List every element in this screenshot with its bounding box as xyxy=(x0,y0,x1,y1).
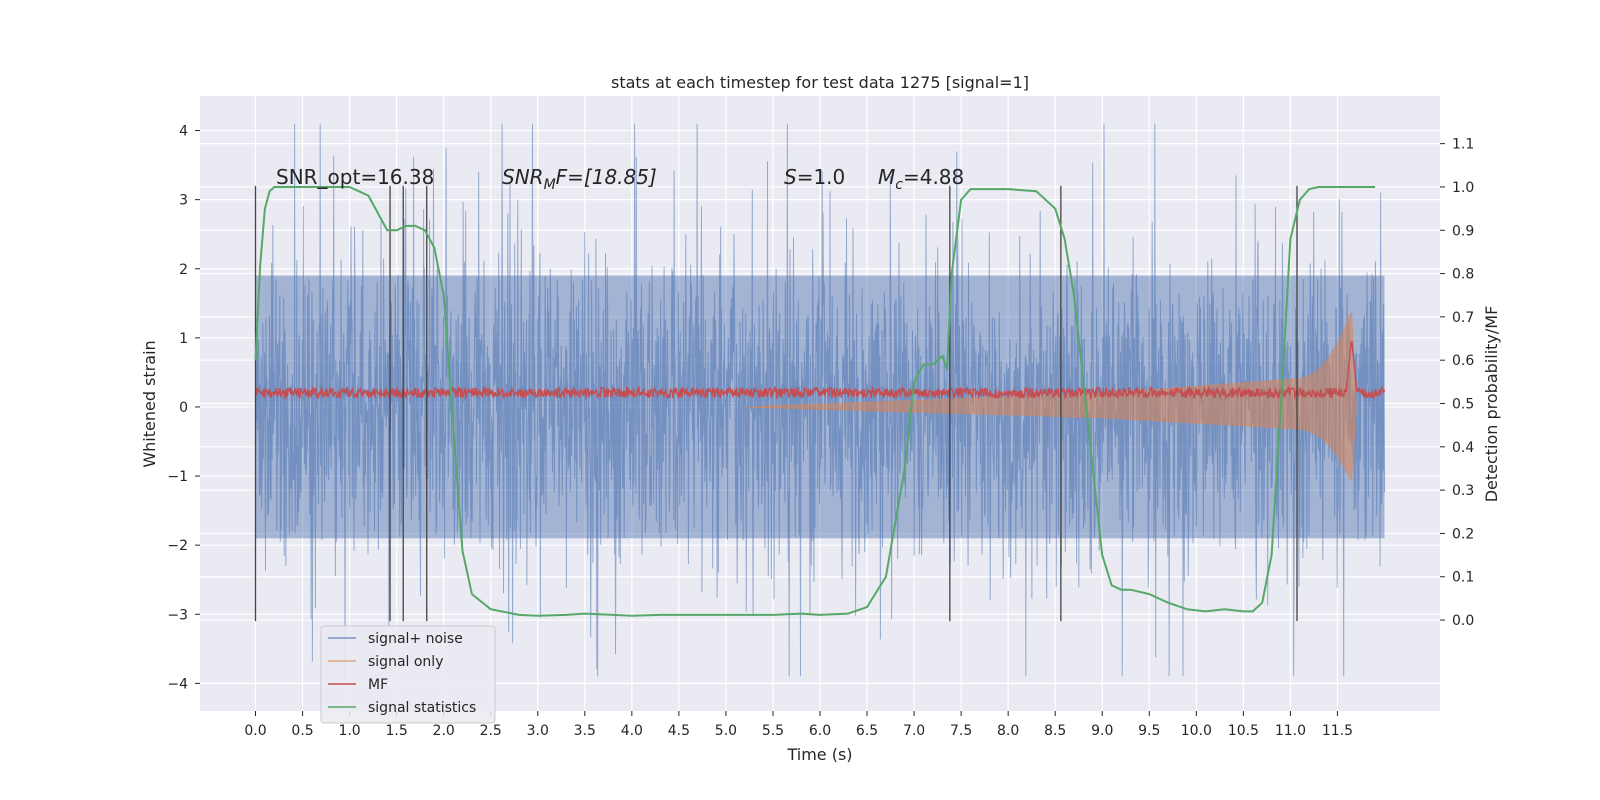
annotation-snr-mf: SNRMF=[18.85] xyxy=(502,165,657,193)
y-tick-label: −2 xyxy=(167,538,188,554)
series-signal-statistics xyxy=(254,186,1376,617)
y2-tick-label: 0.6 xyxy=(1452,353,1474,369)
y-axis-label: Whitened strain xyxy=(140,340,159,467)
x-tick-label: 6.0 xyxy=(809,723,831,739)
signal-noise-trace xyxy=(255,123,1385,677)
annotation-snr-opt: SNR_opt=16.38 xyxy=(276,165,434,189)
chart-title: stats at each timestep for test data 127… xyxy=(611,73,1029,92)
y2-tick-label: 0.2 xyxy=(1452,526,1474,542)
y-tick-label: 3 xyxy=(179,193,188,209)
x-tick-label: 8.0 xyxy=(997,723,1019,739)
y-tick-label: −3 xyxy=(167,607,188,623)
y2-axis-ticks: 1.1 1.0 0.9 0.8 0.7 0.6 0.5 0.4 0.3 0.2 0.1 0.0 xyxy=(1440,137,1474,629)
series-mf xyxy=(254,341,1386,401)
x-tick-label: 1.0 xyxy=(338,723,360,739)
x-tick-label: 1.5 xyxy=(385,723,407,739)
annotation-snr-mf-rest: F=[18.85] xyxy=(556,165,657,189)
x-axis-label: Time (s) xyxy=(786,745,852,764)
x-tick-label: 9.0 xyxy=(1091,723,1113,739)
y2-tick-label: 1.0 xyxy=(1452,180,1474,196)
x-tick-label: 11.0 xyxy=(1275,723,1306,739)
y2-tick-label: 0.7 xyxy=(1452,310,1474,326)
event-markers xyxy=(254,185,1298,622)
annotation-mc-symbol: M xyxy=(878,165,895,189)
series-signal-only xyxy=(744,311,1357,482)
annotation-mc: Mc=4.88 xyxy=(878,165,964,193)
legend-box xyxy=(320,625,496,724)
y-tick-label: 1 xyxy=(179,331,188,347)
y2-tick-label: 0.3 xyxy=(1452,483,1474,499)
y-tick-label: 4 xyxy=(179,124,188,140)
x-tick-label: 2.0 xyxy=(433,723,455,739)
y-tick-label: −4 xyxy=(167,676,188,692)
x-tick-label: 5.5 xyxy=(762,723,784,739)
y-tick-label: 2 xyxy=(179,262,188,278)
x-tick-label: 2.5 xyxy=(480,723,502,739)
y2-tick-label: 0.1 xyxy=(1452,570,1474,586)
annotation-mc-sub: c xyxy=(895,177,903,193)
annotation-s-symbol: S xyxy=(784,165,797,189)
y2-tick-label: 0.5 xyxy=(1452,397,1474,413)
x-tick-label: 10.5 xyxy=(1228,723,1259,739)
y2-axis-label: Detection probability/MF xyxy=(1482,306,1501,503)
x-tick-label: 7.0 xyxy=(903,723,925,739)
x-tick-label: 7.5 xyxy=(950,723,972,739)
y2-tick-label: 0.8 xyxy=(1452,267,1474,283)
legend-label-signal-statistics: signal statistics xyxy=(368,700,476,716)
annotation-snr-mf-main: SNR xyxy=(502,165,544,189)
x-tick-label: 6.5 xyxy=(856,723,878,739)
annotation-s: S=1.0 xyxy=(784,165,845,189)
annotation-mc-rest: =4.88 xyxy=(903,165,964,189)
annotation-snr-mf-sub: M xyxy=(544,177,556,193)
y2-tick-label: 0.9 xyxy=(1452,223,1474,239)
legend-label-signal-noise: signal+ noise xyxy=(368,631,463,647)
x-axis-ticks: 0.0 0.5 1.0 1.5 2.0 2.5 3.0 3.5 4.0 4.5 5.0 5.5 6.0 6… xyxy=(244,711,1353,739)
legend-label-signal-only: signal only xyxy=(368,654,443,670)
y2-tick-label: 0.0 xyxy=(1452,613,1474,629)
x-tick-label: 0.5 xyxy=(291,723,313,739)
x-tick-label: 3.0 xyxy=(527,723,549,739)
x-tick-label: 8.5 xyxy=(1044,723,1066,739)
x-tick-label: 4.0 xyxy=(621,723,643,739)
mf-trace xyxy=(254,341,1386,401)
y-tick-label: 0 xyxy=(179,400,188,416)
y2-tick-label: 1.1 xyxy=(1452,137,1474,153)
x-tick-label: 10.0 xyxy=(1181,723,1212,739)
x-tick-label: 0.0 xyxy=(244,723,266,739)
x-tick-label: 5.0 xyxy=(715,723,737,739)
y2-tick-label: 0.4 xyxy=(1452,440,1474,456)
signal-statistics-line xyxy=(254,186,1376,617)
annotation-s-rest: =1.0 xyxy=(797,165,846,189)
y-axis-ticks: 4 3 2 1 0 −1 −2 −3 −4 xyxy=(167,124,200,692)
legend: signal+ noise signal only MF signal stat… xyxy=(320,625,496,724)
x-tick-label: 3.5 xyxy=(574,723,596,739)
x-tick-label: 11.5 xyxy=(1322,723,1353,739)
y-tick-label: −1 xyxy=(167,469,188,485)
legend-label-mf: MF xyxy=(368,677,388,693)
x-tick-label: 4.5 xyxy=(668,723,690,739)
x-tick-label: 9.5 xyxy=(1138,723,1160,739)
signal-only-envelope xyxy=(744,311,1357,482)
